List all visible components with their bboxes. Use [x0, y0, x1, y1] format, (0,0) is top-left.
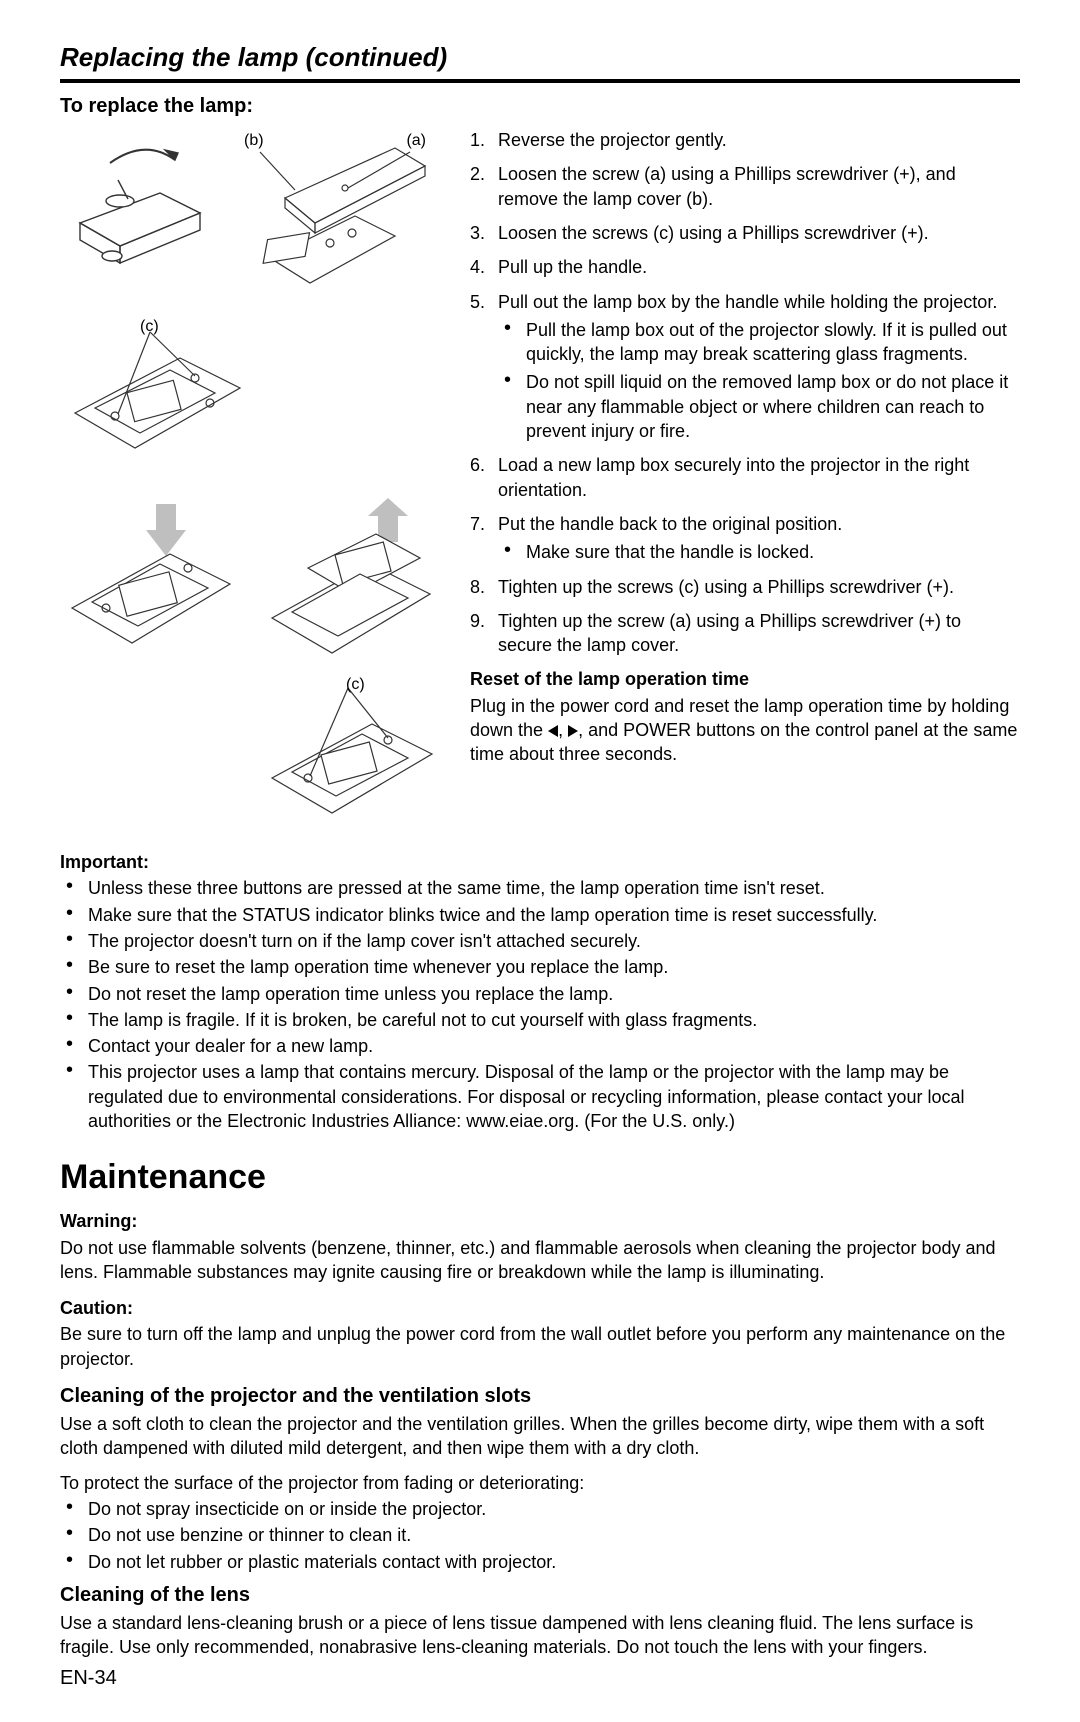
label-c2: (c) — [346, 674, 365, 696]
diagram-insert-down — [60, 498, 240, 668]
step-3: Loosen the screws (c) using a Phillips s… — [470, 221, 1020, 245]
replace-heading: To replace the lamp: — [60, 93, 1020, 120]
important-2: Make sure that the STATUS indicator blin… — [60, 903, 1020, 927]
diagram-pull-up — [260, 498, 440, 668]
step-4: Pull up the handle. — [470, 255, 1020, 279]
page-number: EN-34 — [60, 1665, 1020, 1692]
important-8: This projector uses a lamp that contains… — [60, 1060, 1020, 1133]
label-c1: (c) — [140, 316, 159, 338]
right-arrow-icon — [568, 725, 578, 737]
important-list: Unless these three buttons are pressed a… — [60, 876, 1020, 1133]
step-5-text: Pull out the lamp box by the handle whil… — [498, 292, 997, 312]
cleaning2-heading: Cleaning of the lens — [60, 1582, 1020, 1609]
important-1: Unless these three buttons are pressed a… — [60, 876, 1020, 900]
important-5: Do not reset the lamp operation time unl… — [60, 982, 1020, 1006]
step-7-sub1: Make sure that the handle is locked. — [504, 540, 1020, 564]
important-6: The lamp is fragile. If it is broken, be… — [60, 1008, 1020, 1032]
label-a: (a) — [406, 130, 426, 152]
warning-label: Warning: — [60, 1209, 1020, 1233]
diagram-screws-c: (c) — [60, 318, 250, 488]
reset-text: Plug in the power cord and reset the lam… — [470, 694, 1020, 767]
step-6: Load a new lamp box securely into the pr… — [470, 453, 1020, 502]
steps-list: Reverse the projector gently. Loosen the… — [470, 128, 1020, 657]
step-5-sub1: Pull the lamp box out of the projector s… — [504, 318, 1020, 367]
replace-two-column: (b) (a) — [60, 128, 1020, 838]
diagram-column: (b) (a) — [60, 128, 440, 838]
cleaning1-list: Do not spray insecticide on or inside th… — [60, 1497, 1020, 1574]
page-title: Replacing the lamp (continued) — [60, 40, 1020, 75]
important-4: Be sure to reset the lamp operation time… — [60, 955, 1020, 979]
important-label: Important: — [60, 850, 1020, 874]
cleaning1-b1: Do not spray insecticide on or inside th… — [60, 1497, 1020, 1521]
warning-text: Do not use flammable solvents (benzene, … — [60, 1236, 1020, 1285]
important-7: Contact your dealer for a new lamp. — [60, 1034, 1020, 1058]
step-7-text: Put the handle back to the original posi… — [498, 514, 842, 534]
left-arrow-icon — [548, 725, 558, 737]
caution-block: Caution: Be sure to turn off the lamp an… — [60, 1296, 1020, 1371]
maintenance-title: Maintenance — [60, 1155, 1020, 1201]
step-1: Reverse the projector gently. — [470, 128, 1020, 152]
step-5-sub2: Do not spill liquid on the removed lamp … — [504, 370, 1020, 443]
diagram-screws-c2: (c) — [260, 678, 440, 838]
important-block: Important: Unless these three buttons ar… — [60, 850, 1020, 1133]
label-b: (b) — [244, 130, 264, 152]
steps-column: Reverse the projector gently. Loosen the… — [470, 128, 1020, 838]
warning-block: Warning: Do not use flammable solvents (… — [60, 1209, 1020, 1284]
cleaning2-text: Use a standard lens-cleaning brush or a … — [60, 1611, 1020, 1660]
caution-text: Be sure to turn off the lamp and unplug … — [60, 1322, 1020, 1371]
cleaning1-p2: To protect the surface of the projector … — [60, 1471, 1020, 1495]
important-3: The projector doesn't turn on if the lam… — [60, 929, 1020, 953]
step-5: Pull out the lamp box by the handle whil… — [470, 290, 1020, 444]
step-7: Put the handle back to the original posi… — [470, 512, 1020, 565]
reset-heading: Reset of the lamp operation time — [470, 667, 1020, 691]
cleaning1-b3: Do not let rubber or plastic materials c… — [60, 1550, 1020, 1574]
cleaning1-p1: Use a soft cloth to clean the projector … — [60, 1412, 1020, 1461]
step-8: Tighten up the screws (c) using a Philli… — [470, 575, 1020, 599]
caution-label: Caution: — [60, 1296, 1020, 1320]
step-9: Tighten up the screw (a) using a Phillip… — [470, 609, 1020, 658]
diagram-projector — [60, 128, 220, 278]
diagram-lamp-cover: (b) (a) — [240, 128, 430, 308]
title-rule — [60, 79, 1020, 83]
cleaning1-heading: Cleaning of the projector and the ventil… — [60, 1383, 1020, 1410]
step-2: Loosen the screw (a) using a Phillips sc… — [470, 162, 1020, 211]
